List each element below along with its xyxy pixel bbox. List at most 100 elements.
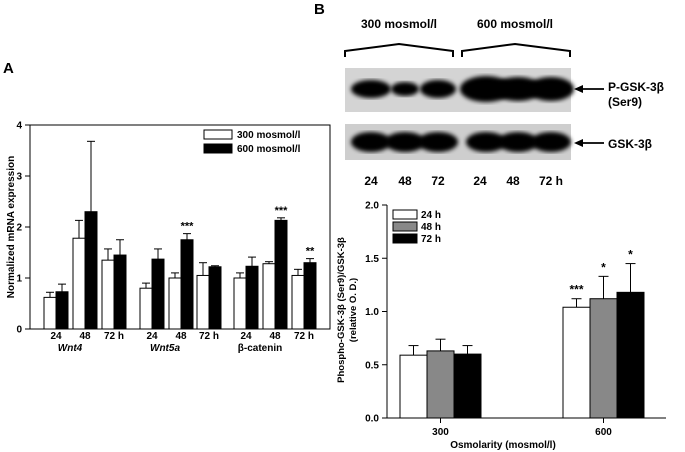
- significance-600-24-h: ***: [569, 283, 583, 297]
- band-total-lane-6: [531, 132, 571, 152]
- bands-phospho: [351, 76, 574, 102]
- bar-600-mosmol-l-wnt5a-24: [151, 258, 165, 330]
- arrow-phospho-head: [574, 85, 583, 93]
- bar-600-mosmol-l-catenin-24: [245, 265, 259, 330]
- bar-300-mosmol-l-wnt4-24: [43, 296, 57, 330]
- band-label-ser9: (Ser9): [608, 95, 642, 109]
- bar-48-h-300: [426, 350, 455, 419]
- bar-600-mosmol-l-catenin-48: [274, 219, 288, 330]
- panel-a-y-axis: 0 1 2 3 4: [16, 121, 30, 336]
- band-total-lane-3: [418, 132, 458, 152]
- blot-group-label-600: 600 mosmol/l: [477, 17, 553, 31]
- y-tick-label-1-0: 1.0: [365, 307, 379, 318]
- bar-24-h-300: [399, 354, 428, 419]
- x-tick-label-catenin-72-h: 72 h: [294, 331, 314, 342]
- significance-catenin-72-h: **: [306, 246, 315, 258]
- lane-label-4: 24: [473, 174, 487, 188]
- band-total-lane-5: [498, 132, 538, 152]
- bar-72-h-600: [616, 291, 645, 419]
- bar-600-mosmol-l-wnt4-24: [55, 291, 69, 330]
- legend-swatch-24h: [392, 209, 418, 220]
- x-tick-label-catenin-48: 48: [269, 331, 281, 342]
- bar-600-mosmol-l-wnt5a-72-h: [208, 266, 222, 330]
- bar-24-h-600: [562, 306, 591, 419]
- panel-a-x-ticks: 24 48 72 h 24 48 72 h 24 48 72 h: [50, 331, 314, 342]
- bar-300-mosmol-l-wnt4-48: [72, 237, 86, 330]
- bar-300-mosmol-l-catenin-48: [262, 263, 276, 330]
- lane-label-5: 48: [506, 174, 520, 188]
- band-phospho-lane-2: [391, 82, 419, 96]
- panel-b-legend: 24 h 48 h 72 h: [392, 209, 441, 245]
- legend-label-600: 600 mosmol/l: [237, 144, 301, 155]
- blot-lane-labels: 24 48 72 24 48 72 h: [364, 174, 563, 188]
- bar-48-h-600: [589, 298, 618, 419]
- bar-600-mosmol-l-wnt4-72-h: [113, 254, 127, 330]
- panel-b-label: B: [314, 1, 325, 18]
- significance-catenin-48: ***: [275, 205, 289, 217]
- bar-600-mosmol-l-wnt5a-48: [180, 239, 194, 330]
- panel-b-x-ticks: 300 600: [432, 418, 612, 438]
- bracket-600: [461, 42, 571, 57]
- bar-300-mosmol-l-wnt5a-72-h: [196, 274, 210, 330]
- group-label-wnt5a: Wnt5a: [150, 343, 180, 354]
- arrow-total-head: [574, 139, 583, 147]
- bar-600-mosmol-l-wnt4-48: [84, 211, 98, 330]
- bar-600-mosmol-l-catenin-72-h: [303, 262, 317, 330]
- legend-swatch-48h: [392, 221, 418, 232]
- panel-b-y-axis-label-line1: Phospho-GSK-3β (Ser9)/GSK-3β: [336, 237, 347, 383]
- band-phospho-lane-6: [528, 77, 574, 101]
- panel-b-y-axis-label-line2: (relative O. D.): [348, 278, 359, 342]
- group-label-wnt4: Wnt4: [58, 343, 83, 354]
- band-phospho-lane-5: [494, 77, 542, 101]
- band-label-phospho: P-GSK-3β: [608, 80, 664, 94]
- legend-label-48h: 48 h: [421, 222, 441, 233]
- x-tick-label-wnt4-72-h: 72 h: [104, 331, 124, 342]
- x-tick-label-catenin-24: 24: [240, 331, 252, 342]
- panel-b-x-axis-label: Osmolarity (mosmol/l): [450, 440, 556, 451]
- x-tick-label-wnt5a-24: 24: [146, 331, 158, 342]
- legend-label-72h: 72 h: [421, 234, 441, 245]
- lane-label-6: 72 h: [539, 174, 563, 188]
- x-tick-label-600: 600: [595, 427, 612, 438]
- panel-a-label: A: [3, 60, 14, 77]
- bar-72-h-300: [453, 353, 482, 419]
- y-tick-label-0-0: 0.0: [365, 414, 379, 425]
- significance-wnt5a-48: ***: [181, 221, 195, 233]
- bar-300-mosmol-l-wnt5a-24: [139, 287, 153, 330]
- blot-group-label-300: 300 mosmol/l: [361, 17, 437, 31]
- legend-swatch-300: [203, 129, 233, 140]
- lane-label-1: 24: [364, 174, 378, 188]
- legend-swatch-600: [203, 143, 233, 154]
- y-tick-label-1: 1: [16, 274, 22, 285]
- band-total-lane-2: [385, 132, 425, 152]
- x-tick-label-300: 300: [432, 427, 449, 438]
- x-tick-label-wnt5a-48: 48: [175, 331, 187, 342]
- panel-a-y-axis-label: Normalized mRNA expression: [6, 156, 17, 298]
- panel-b-bars: *****: [399, 248, 645, 419]
- lane-label-3: 72: [431, 174, 445, 188]
- group-label-beta-catenin: β-catenin: [238, 343, 282, 354]
- y-tick-label-0-5: 0.5: [365, 360, 379, 371]
- y-tick-label-0: 0: [16, 325, 22, 336]
- y-tick-label-1-5: 1.5: [365, 254, 379, 265]
- bar-300-mosmol-l-wnt4-72-h: [101, 259, 115, 330]
- x-tick-label-wnt5a-72-h: 72 h: [199, 331, 219, 342]
- bar-300-mosmol-l-catenin-72-h: [291, 274, 305, 330]
- x-tick-label-wnt4-48: 48: [79, 331, 91, 342]
- bracket-300: [344, 42, 454, 57]
- panel-a-legend: 300 mosmol/l 600 mosmol/l: [203, 129, 301, 155]
- bar-300-mosmol-l-catenin-24: [233, 277, 247, 330]
- significance-600-48-h: *: [601, 260, 606, 274]
- x-tick-label-wnt4-24: 24: [50, 331, 62, 342]
- legend-label-300: 300 mosmol/l: [237, 130, 301, 141]
- significance-600-72-h: *: [628, 248, 633, 262]
- band-total-lane-1: [351, 132, 391, 152]
- western-blot: 300 mosmol/l 600 mosmol/l P-GSK-3β (Ser9…: [344, 17, 664, 188]
- panel-b-chart: 0.0 0.5 1.0 1.5 2.0 Phospho-GSK-3β (Ser9)/GS…: [336, 201, 666, 451]
- panel-b-y-axis: 0.0 0.5 1.0 1.5 2.0: [365, 201, 387, 425]
- legend-label-24h: 24 h: [421, 210, 441, 221]
- y-tick-label-2-0: 2.0: [365, 201, 379, 212]
- band-phospho-lane-3: [420, 80, 456, 98]
